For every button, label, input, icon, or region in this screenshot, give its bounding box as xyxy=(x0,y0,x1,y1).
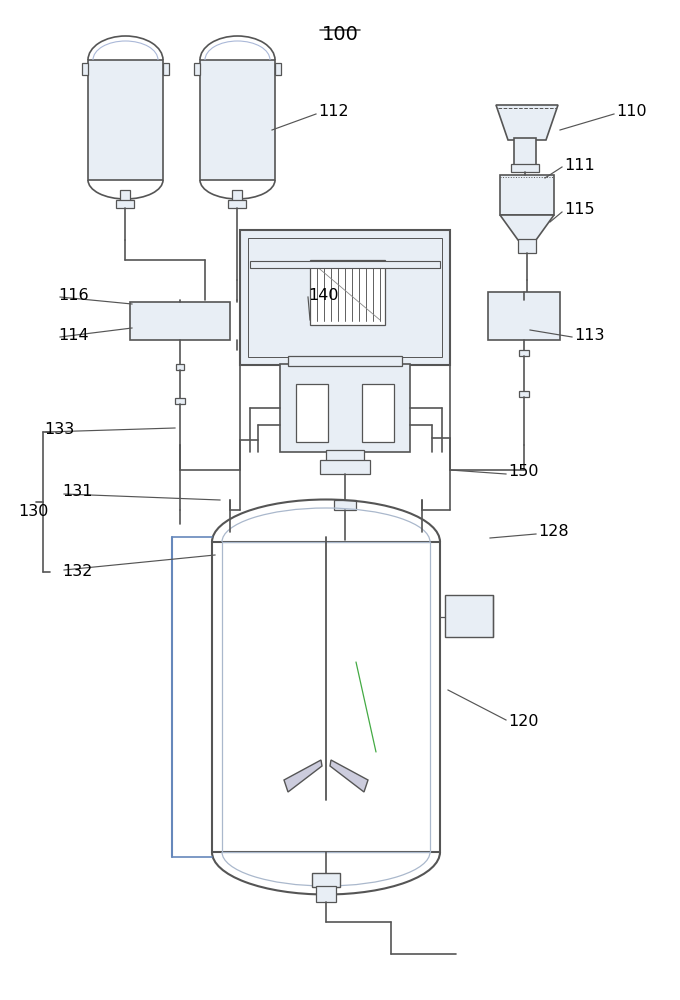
Bar xyxy=(200,60,275,180)
Bar xyxy=(326,450,364,462)
Bar xyxy=(310,260,385,325)
Text: 116: 116 xyxy=(58,288,88,302)
Text: 114: 114 xyxy=(58,328,88,342)
Bar xyxy=(248,238,442,357)
Bar xyxy=(511,164,539,172)
Bar xyxy=(296,384,328,442)
Polygon shape xyxy=(330,760,368,792)
Text: 150: 150 xyxy=(508,464,539,480)
Bar xyxy=(320,460,370,474)
Bar xyxy=(519,391,529,397)
Text: 100: 100 xyxy=(322,25,358,44)
Bar xyxy=(116,200,134,208)
Bar xyxy=(130,302,230,340)
Bar xyxy=(500,175,554,215)
Bar xyxy=(228,200,246,208)
Text: 140: 140 xyxy=(308,288,339,302)
Polygon shape xyxy=(284,760,322,792)
Bar xyxy=(222,542,430,852)
Bar xyxy=(514,138,536,165)
Bar xyxy=(518,239,536,253)
Text: 131: 131 xyxy=(62,485,92,499)
Bar xyxy=(275,63,281,75)
Text: 110: 110 xyxy=(616,104,647,119)
Bar xyxy=(194,63,200,75)
Text: 130: 130 xyxy=(18,504,48,520)
Bar xyxy=(176,364,184,370)
Text: 111: 111 xyxy=(564,157,595,172)
Text: 115: 115 xyxy=(564,202,594,218)
Text: 133: 133 xyxy=(44,422,74,438)
Text: 112: 112 xyxy=(318,104,349,119)
Bar xyxy=(240,230,450,365)
Bar xyxy=(334,500,356,510)
Text: 113: 113 xyxy=(574,328,605,342)
Bar xyxy=(288,356,402,366)
Text: 120: 120 xyxy=(508,714,539,730)
Bar xyxy=(232,190,242,202)
Bar xyxy=(82,63,88,75)
Polygon shape xyxy=(500,215,554,240)
Bar xyxy=(163,63,169,75)
Bar xyxy=(88,60,163,180)
Text: 128: 128 xyxy=(538,524,568,540)
Bar xyxy=(488,292,560,340)
Bar xyxy=(175,398,185,404)
Text: 132: 132 xyxy=(62,564,92,580)
Polygon shape xyxy=(496,105,558,140)
Bar xyxy=(250,261,440,268)
Bar xyxy=(316,886,336,902)
Bar xyxy=(280,364,410,452)
Bar xyxy=(212,542,440,852)
Bar xyxy=(519,350,529,356)
Bar xyxy=(120,190,130,202)
Bar xyxy=(312,873,340,887)
Bar xyxy=(362,384,394,442)
Bar xyxy=(445,595,493,637)
